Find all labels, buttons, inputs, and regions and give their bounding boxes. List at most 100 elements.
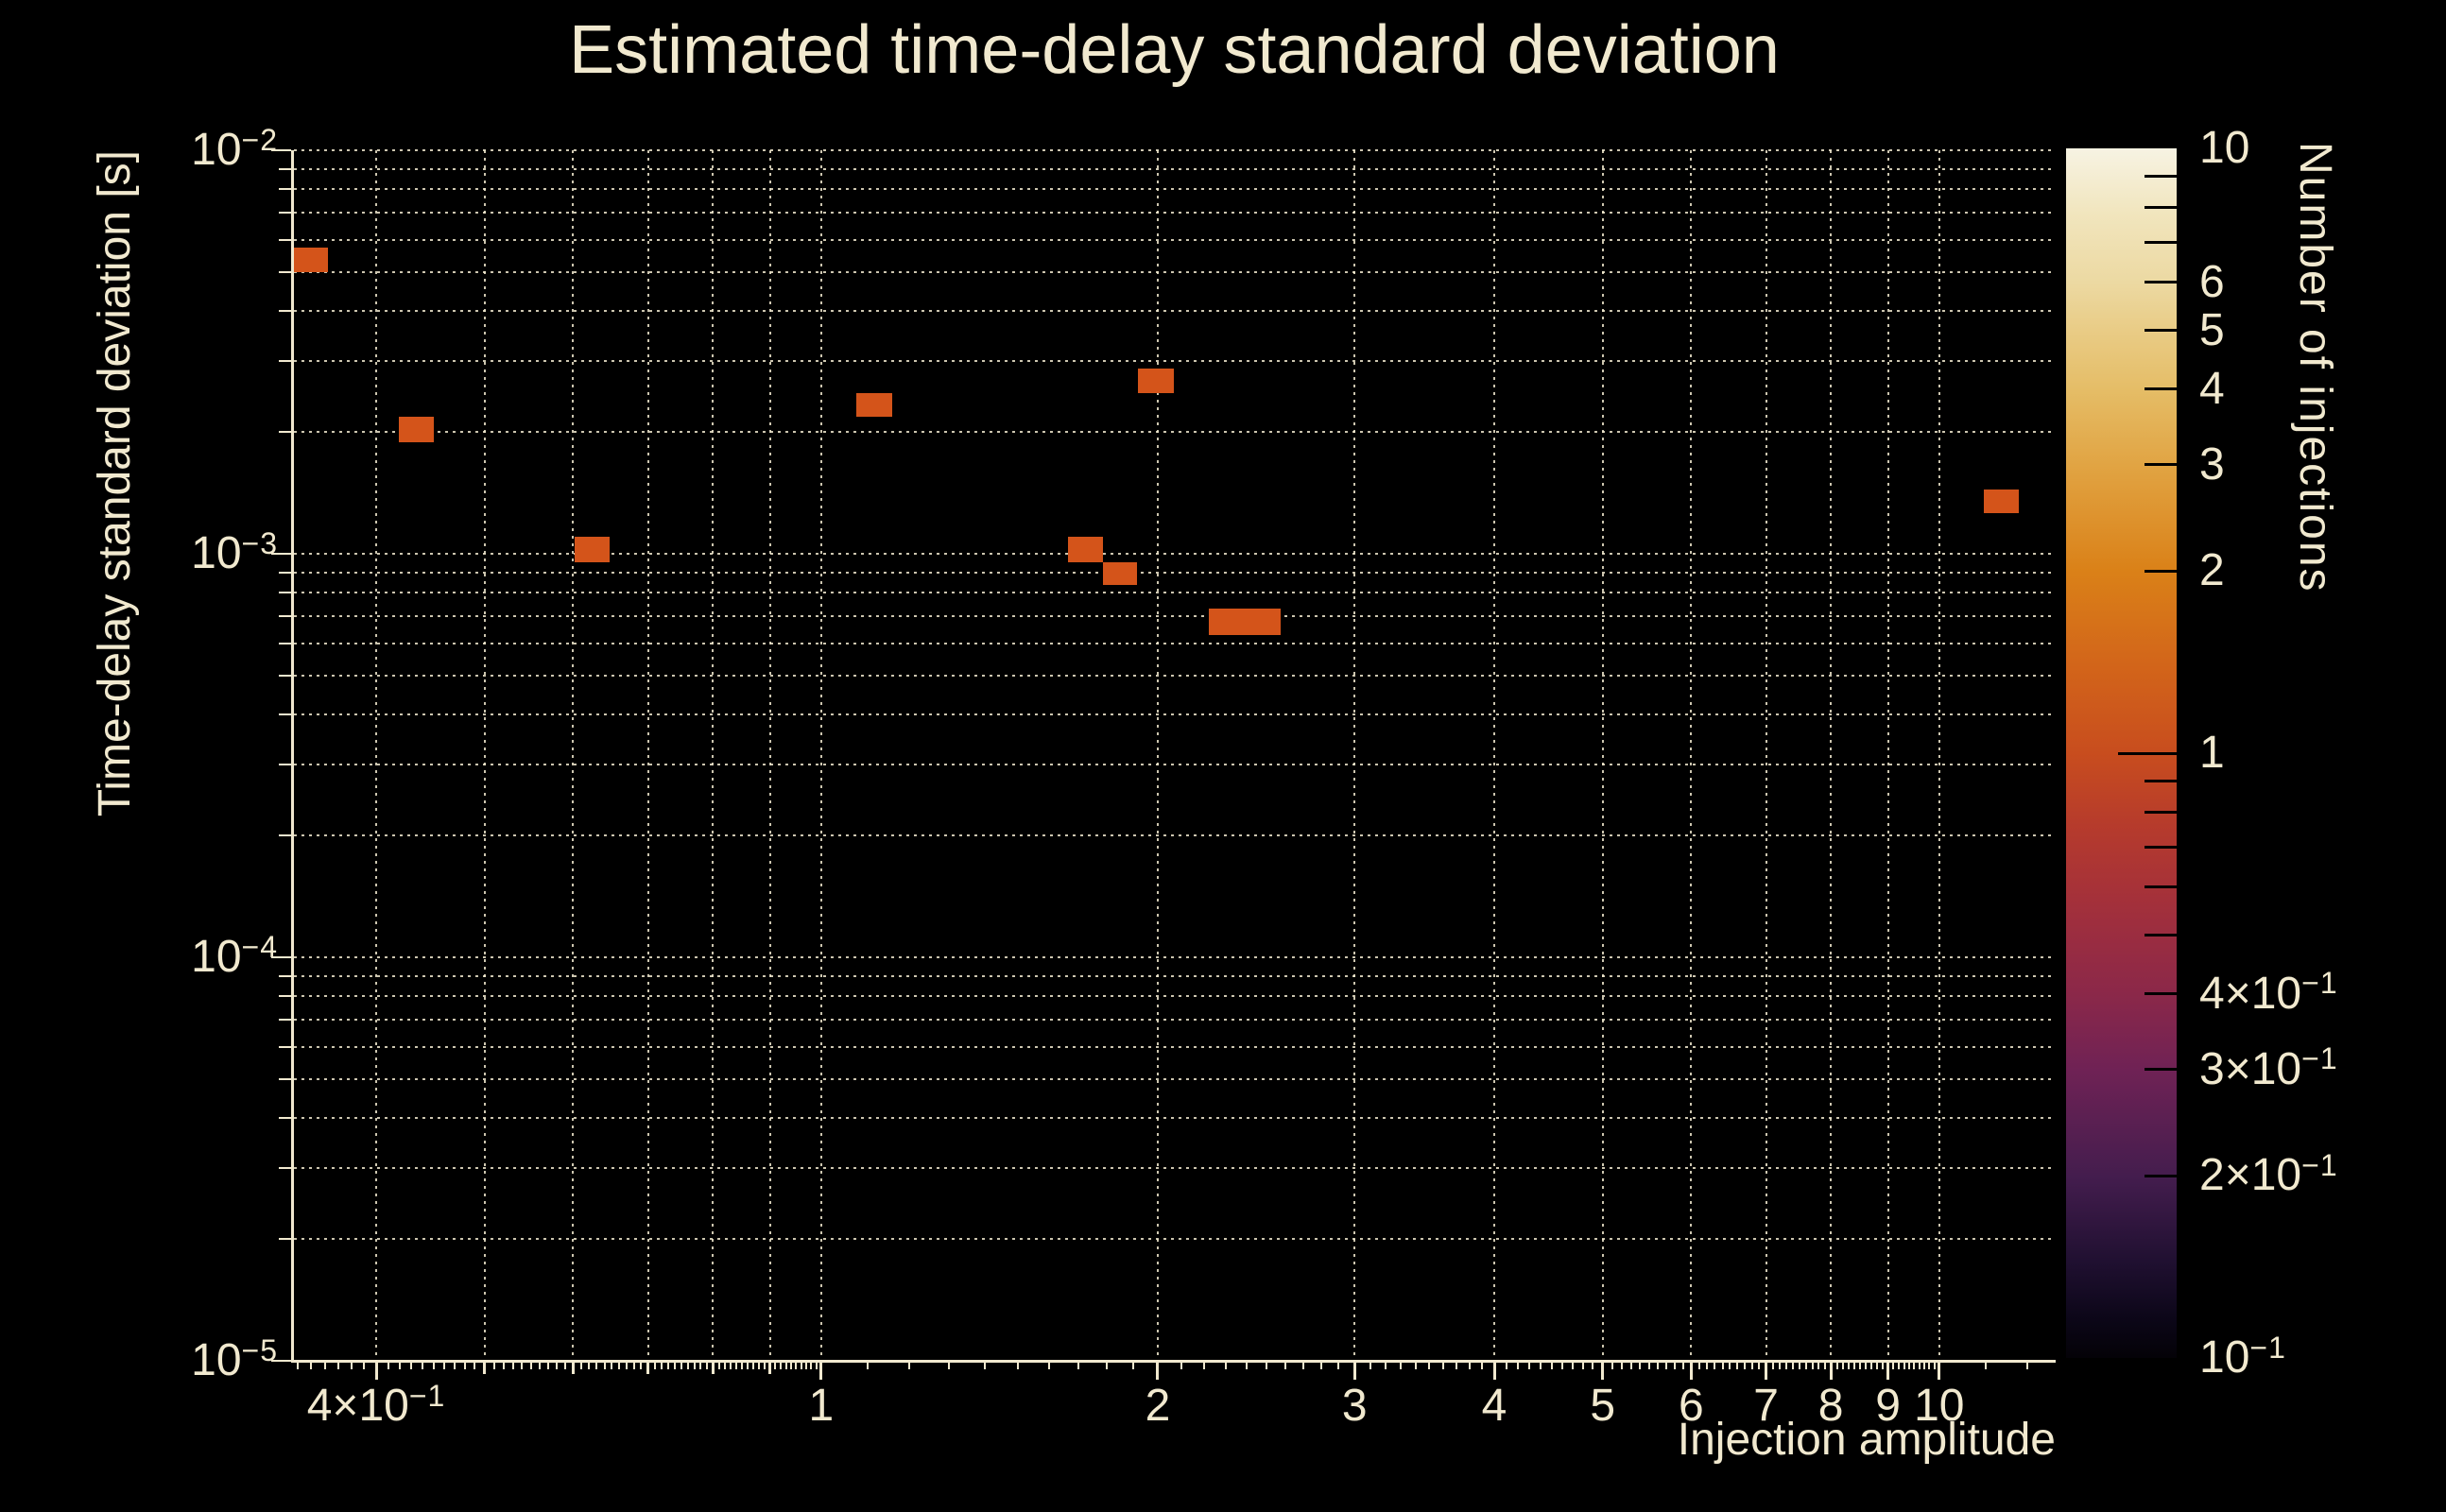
x-axis-line (291, 1360, 2056, 1363)
x-minor-tick (310, 1362, 313, 1369)
x-minor-tick (1428, 1362, 1431, 1369)
x-minor-tick (983, 1362, 986, 1369)
x-minor-tick (735, 1362, 738, 1369)
colorbar-minor-tick (2145, 569, 2177, 573)
y-tick (279, 615, 291, 618)
x-minor-tick (1664, 1362, 1667, 1369)
y-tick (279, 674, 291, 677)
x-minor-tick (595, 1362, 598, 1369)
x-tick (1886, 1362, 1890, 1380)
x-minor-tick (1913, 1362, 1916, 1369)
y-tick (279, 1167, 291, 1170)
x-minor-tick (1550, 1362, 1553, 1369)
grid-line-v (1156, 150, 1159, 1361)
x-minor-tick (1560, 1362, 1563, 1369)
x-minor-tick (1639, 1362, 1642, 1369)
x-minor-tick (538, 1362, 541, 1369)
x-minor-tick (1319, 1362, 1322, 1369)
x-minor-tick (1620, 1362, 1623, 1369)
x-minor-tick (1017, 1362, 1020, 1369)
grid-line-h (294, 212, 2056, 215)
x-minor-tick (1792, 1362, 1795, 1369)
y-tick (279, 188, 291, 191)
colorbar-tick-label: 3 (2199, 438, 2225, 490)
x-minor-tick (712, 1362, 715, 1369)
x-minor-tick (1865, 1362, 1868, 1369)
x-minor-tick (810, 1362, 813, 1369)
x-minor-tick (1245, 1362, 1248, 1369)
x-minor-tick (1744, 1362, 1747, 1369)
x-minor-tick (1765, 1362, 1767, 1369)
heatmap-bin (293, 247, 328, 272)
x-minor-tick (521, 1362, 524, 1369)
x-minor-tick (1581, 1362, 1584, 1369)
x-minor-tick (947, 1362, 950, 1369)
x-minor-tick (1870, 1362, 1873, 1369)
x-minor-tick (674, 1362, 677, 1369)
colorbar-minor-tick (2145, 174, 2177, 178)
x-minor-tick (1528, 1362, 1531, 1369)
x-minor-tick (819, 1362, 822, 1369)
colorbar-minor-tick (2145, 205, 2177, 209)
x-tick-label: 2 (1145, 1381, 1171, 1431)
x-minor-tick (1385, 1362, 1387, 1369)
x-tick (1601, 1362, 1605, 1380)
y-tick (279, 212, 291, 215)
x-minor-tick (1673, 1362, 1676, 1369)
x-minor-tick (1681, 1362, 1684, 1369)
y-axis-title: Time-delay standard deviation [s] (90, 150, 140, 817)
y-tick (279, 1116, 291, 1119)
x-minor-tick (1721, 1362, 1724, 1369)
x-minor-tick (1886, 1362, 1889, 1369)
y-axis-line (291, 150, 294, 1363)
x-axis-title: Injection amplitude (1677, 1415, 2056, 1465)
x-minor-tick (784, 1362, 787, 1369)
x-minor-tick (1785, 1362, 1788, 1369)
colorbar-tick-label: 6 (2199, 256, 2225, 307)
x-minor-tick (1779, 1362, 1782, 1369)
grid-line-h (294, 674, 2056, 677)
x-minor-tick (1441, 1362, 1444, 1369)
y-tick (279, 270, 291, 273)
grid-line-v (1601, 150, 1604, 1361)
x-minor-tick (1928, 1362, 1931, 1369)
x-minor-tick (1048, 1362, 1051, 1369)
x-minor-tick (1750, 1362, 1753, 1369)
x-minor-tick (1908, 1362, 1910, 1369)
colorbar-tick-label: 5 (2199, 304, 2225, 355)
x-minor-tick (1202, 1362, 1205, 1369)
x-minor-tick (1697, 1362, 1700, 1369)
x-minor-tick (1224, 1362, 1227, 1369)
x-minor-tick (1848, 1362, 1851, 1369)
x-minor-tick (640, 1362, 643, 1369)
x-minor-tick (1835, 1362, 1838, 1369)
x-minor-tick (1690, 1362, 1693, 1369)
heatmap-bin (1983, 490, 2019, 514)
x-tick (1492, 1362, 1496, 1380)
x-tick (374, 1362, 378, 1380)
colorbar-minor-tick (2145, 992, 2177, 996)
x-tick-label: 5 (1590, 1381, 1616, 1431)
x-minor-tick (1859, 1362, 1862, 1369)
x-minor-tick (474, 1362, 476, 1369)
colorbar-tick-label: 4×10−1 (2199, 966, 2338, 1019)
y-tick (271, 553, 291, 555)
grid-line-v (1690, 150, 1693, 1361)
x-tick (1829, 1362, 1833, 1380)
colorbar-minor-tick (2145, 1174, 2177, 1177)
x-minor-tick (1131, 1362, 1134, 1369)
x-tick (1765, 1362, 1768, 1380)
x-minor-tick (693, 1362, 696, 1369)
x-minor-tick (1455, 1362, 1457, 1369)
grid-line-v (1765, 150, 1767, 1361)
x-minor-tick (1823, 1362, 1826, 1369)
x-minor-tick (1611, 1362, 1613, 1369)
x-minor-tick (1918, 1362, 1921, 1369)
x-minor-tick (1830, 1362, 1833, 1369)
x-minor-tick (547, 1362, 549, 1369)
x-minor-tick (611, 1362, 613, 1369)
x-tick (819, 1362, 823, 1380)
colorbar-minor-tick (2145, 885, 2177, 889)
x-minor-tick (1933, 1362, 1936, 1369)
grid-line-h (294, 592, 2056, 594)
